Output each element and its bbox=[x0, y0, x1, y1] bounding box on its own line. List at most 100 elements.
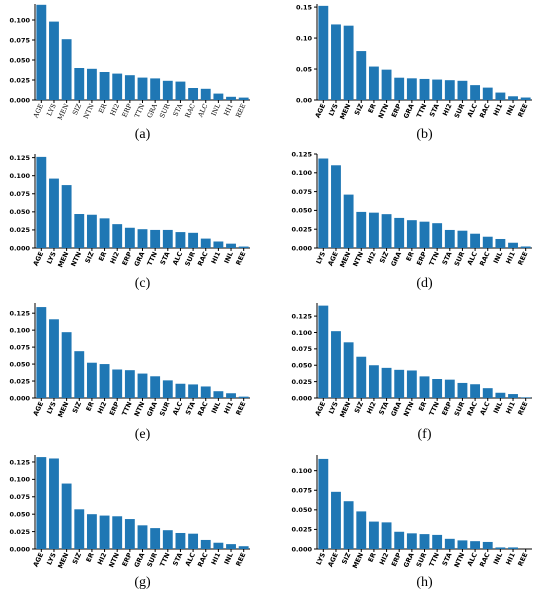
bar-hi1 bbox=[226, 96, 236, 100]
x-tick-label: HI2 bbox=[365, 250, 377, 265]
x-tick-label: RAC bbox=[196, 400, 210, 417]
bar-siz bbox=[74, 509, 85, 549]
bar-alc bbox=[175, 383, 186, 398]
x-tick-label: LYS bbox=[45, 250, 58, 265]
bar-men bbox=[61, 185, 72, 248]
x-tick-label: HI1 bbox=[222, 400, 235, 415]
y-tick-label: 0.00 bbox=[296, 96, 313, 104]
x-tick-label: MEN bbox=[56, 551, 70, 569]
bar-gra bbox=[150, 78, 161, 100]
bar-sta bbox=[188, 384, 199, 398]
y-tick-label: 0.125 bbox=[9, 309, 30, 317]
bar-inl bbox=[495, 392, 506, 398]
bar-rac bbox=[200, 386, 211, 398]
bar-erp bbox=[124, 75, 135, 100]
bar-rac bbox=[200, 238, 211, 248]
y-tick-label: 0.100 bbox=[9, 476, 30, 484]
x-tick-label: NTN bbox=[82, 102, 96, 120]
bar-sta bbox=[444, 538, 455, 549]
y-tick-label: 0.050 bbox=[9, 360, 30, 368]
x-tick-label: GRA bbox=[133, 250, 147, 267]
x-tick-label: TTN bbox=[428, 551, 441, 567]
y-tick-label: 0.10 bbox=[296, 34, 313, 42]
x-tick-label: RAC bbox=[478, 102, 492, 119]
bar-hi2 bbox=[112, 73, 123, 100]
bar-sur bbox=[419, 534, 430, 549]
bar-lys bbox=[318, 458, 329, 549]
x-tick-label: ER bbox=[404, 250, 415, 262]
x-tick-label: STA bbox=[441, 551, 454, 567]
x-tick-label: MEN bbox=[338, 102, 352, 120]
x-tick-label: STA bbox=[159, 250, 172, 266]
bar-inl bbox=[226, 243, 236, 248]
y-tick-label: 0.000 bbox=[9, 545, 30, 553]
x-tick-label: AGE bbox=[32, 551, 46, 568]
bar-hi1 bbox=[226, 393, 236, 398]
bar-ree bbox=[520, 397, 531, 398]
bar-er bbox=[99, 218, 110, 248]
bar-hi2 bbox=[99, 364, 110, 398]
x-tick-label: HI1 bbox=[210, 551, 223, 566]
y-tick-label: 0.000 bbox=[291, 394, 312, 402]
x-tick-label: GRA bbox=[145, 102, 159, 119]
y-tick-label: 0.100 bbox=[291, 329, 312, 337]
x-tick-label: INL bbox=[210, 400, 222, 414]
x-tick-label: SIZ bbox=[71, 551, 83, 565]
bar-ttn bbox=[432, 534, 443, 549]
bar-siz bbox=[381, 214, 392, 248]
bar-hi2 bbox=[99, 515, 110, 549]
bar-alc bbox=[188, 533, 199, 549]
x-tick-label: AGE bbox=[32, 250, 46, 267]
x-tick-label: GRA bbox=[389, 400, 403, 417]
bar-inl bbox=[213, 93, 224, 100]
bar-hi1 bbox=[508, 547, 518, 549]
x-tick-label: ER bbox=[84, 551, 95, 563]
x-tick-label: NTN bbox=[377, 102, 391, 119]
bar-lys bbox=[49, 458, 59, 549]
bar-ttn bbox=[137, 77, 148, 100]
y-tick-label: 0.000 bbox=[9, 394, 30, 402]
bar-men bbox=[61, 39, 72, 100]
x-tick-label: NTN bbox=[351, 250, 365, 267]
x-tick-label: STA bbox=[184, 400, 197, 416]
x-tick-label: SUR bbox=[453, 400, 467, 417]
x-tick-label: SIZ bbox=[71, 102, 83, 116]
y-tick-label: 0.000 bbox=[291, 244, 312, 252]
bar-ttn bbox=[432, 379, 443, 398]
x-tick-label: MEN bbox=[351, 551, 365, 569]
x-tick-label: REE bbox=[234, 102, 247, 119]
bar-alc bbox=[175, 232, 186, 248]
bar-sur bbox=[188, 232, 199, 248]
x-tick-label: NTN bbox=[107, 551, 121, 568]
x-tick-label: INL bbox=[210, 102, 223, 117]
bar-age bbox=[331, 491, 341, 549]
bar-men bbox=[356, 511, 367, 549]
bar-ree bbox=[238, 546, 249, 549]
x-tick-label: RAC bbox=[465, 400, 479, 417]
bar-erp bbox=[394, 77, 405, 100]
bar-ntn bbox=[457, 540, 468, 549]
bar-rac bbox=[482, 87, 493, 100]
x-tick-label: NTN bbox=[133, 400, 147, 417]
bar-ntn bbox=[86, 68, 97, 100]
bar-sta bbox=[175, 532, 186, 549]
x-tick-label: REE bbox=[234, 551, 247, 567]
bar-age bbox=[331, 165, 341, 248]
bar-ntn bbox=[74, 214, 85, 248]
bar-age bbox=[318, 5, 329, 101]
bar-lys bbox=[331, 331, 341, 398]
bar-ntn bbox=[356, 211, 367, 248]
x-tick-label: SIZ bbox=[83, 250, 95, 264]
x-tick-label: STA bbox=[377, 400, 390, 416]
bar-gra bbox=[137, 525, 148, 549]
bar-sur bbox=[457, 230, 468, 248]
bar-sta bbox=[432, 79, 443, 100]
x-tick-label: LYS bbox=[327, 102, 340, 117]
bar-er bbox=[86, 362, 97, 398]
x-tick-label: GRA bbox=[133, 551, 147, 568]
y-tick-label: 0.075 bbox=[9, 343, 30, 351]
x-tick-label: AGE bbox=[32, 400, 46, 417]
y-tick-label: 0.050 bbox=[9, 510, 30, 518]
